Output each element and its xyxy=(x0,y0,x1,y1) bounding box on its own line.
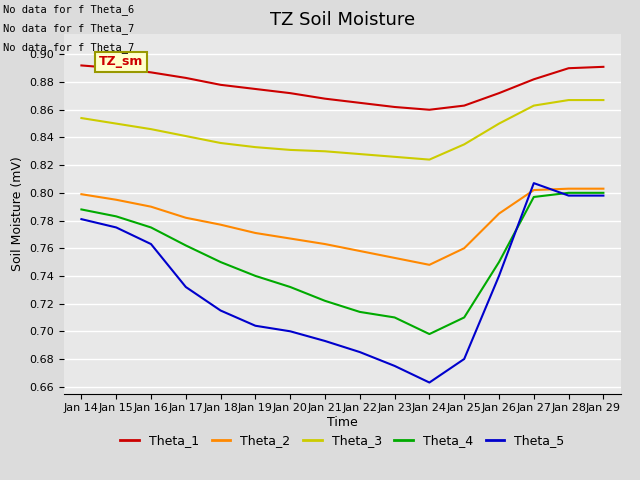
Legend: Theta_1, Theta_2, Theta_3, Theta_4, Theta_5: Theta_1, Theta_2, Theta_3, Theta_4, Thet… xyxy=(115,429,570,452)
Text: No data for f Theta_7: No data for f Theta_7 xyxy=(3,23,134,34)
X-axis label: Time: Time xyxy=(327,416,358,429)
Y-axis label: Soil Moisture (mV): Soil Moisture (mV) xyxy=(11,156,24,271)
Text: No data for f Theta_7: No data for f Theta_7 xyxy=(3,42,134,53)
Text: No data for f Theta_6: No data for f Theta_6 xyxy=(3,4,134,15)
Title: TZ Soil Moisture: TZ Soil Moisture xyxy=(270,11,415,29)
Text: TZ_sm: TZ_sm xyxy=(99,56,143,69)
